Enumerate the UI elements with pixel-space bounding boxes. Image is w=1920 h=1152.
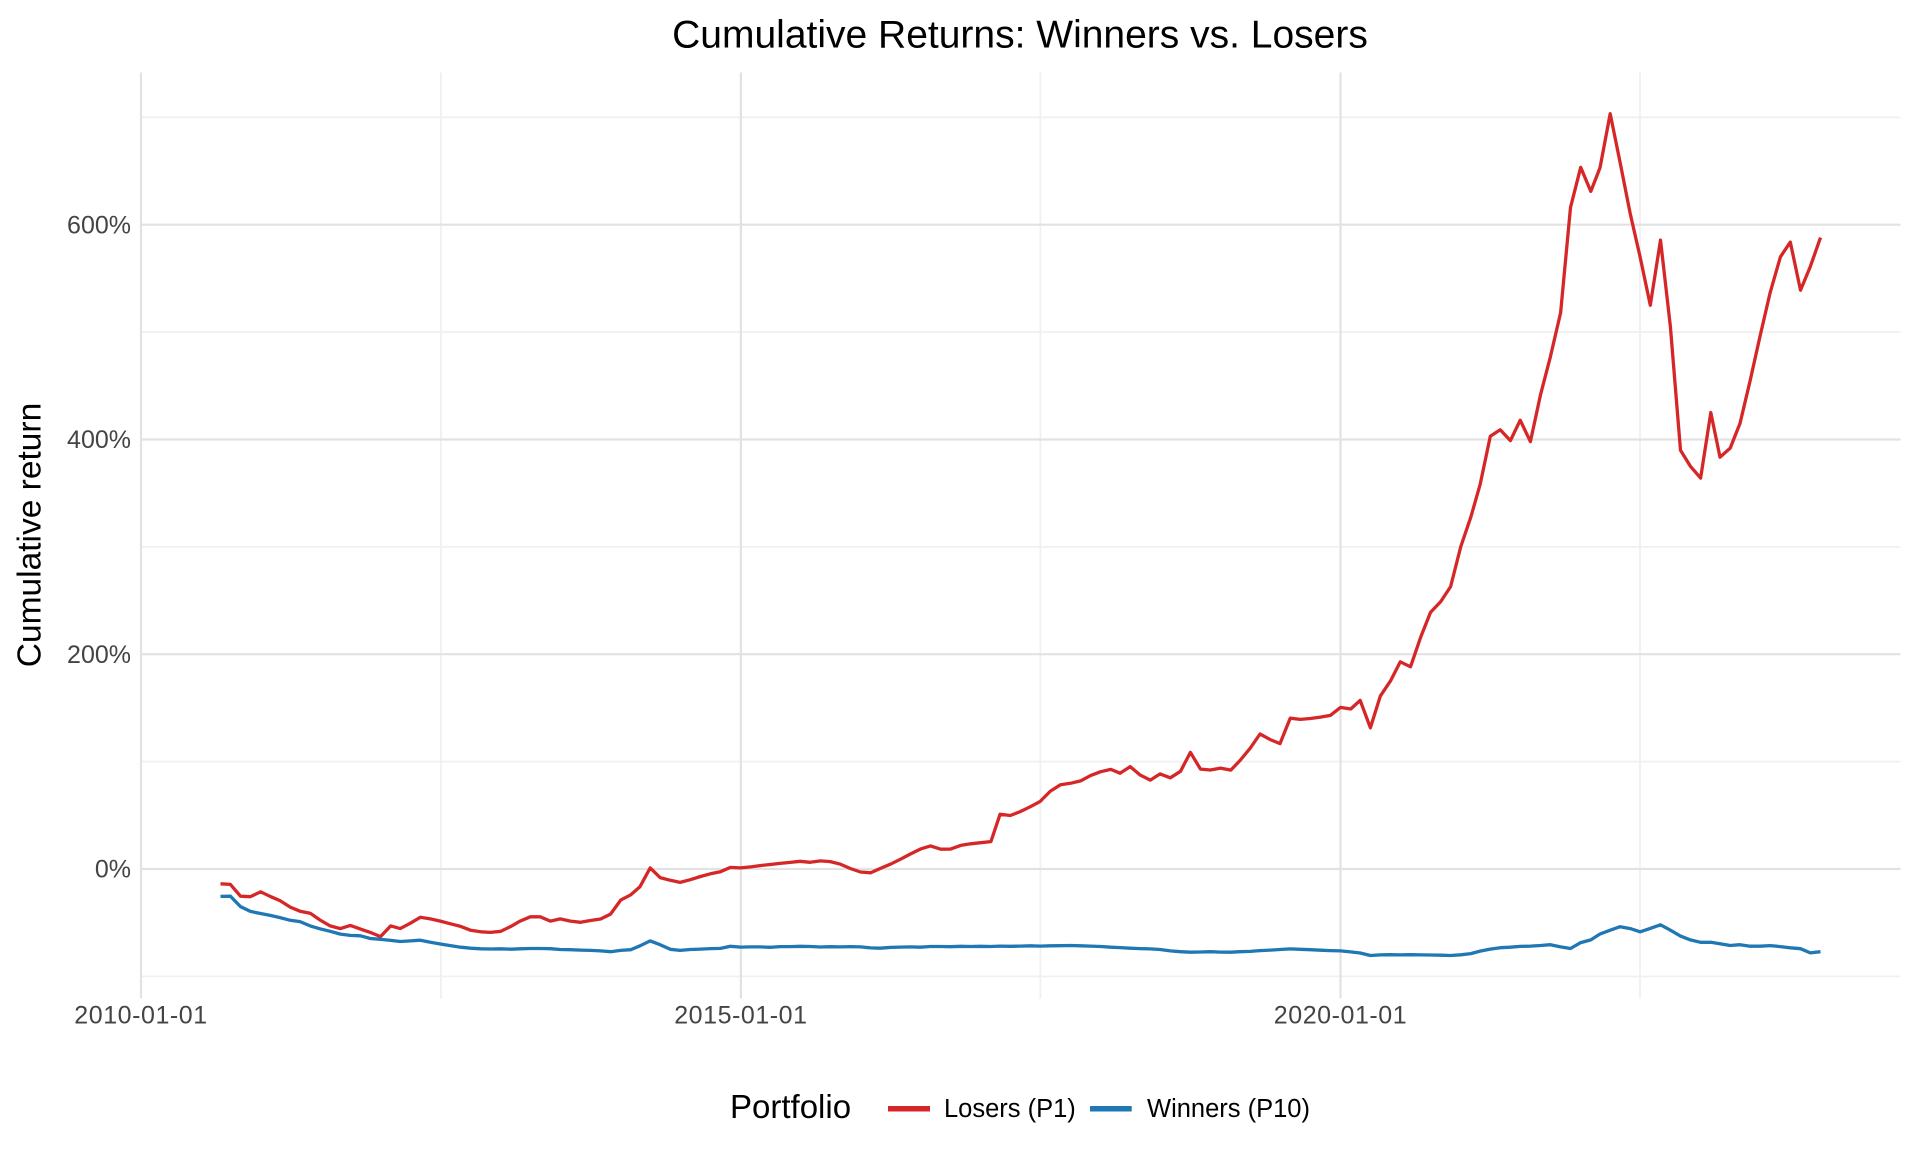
svg-text:2010-01-01: 2010-01-01 (74, 1002, 207, 1030)
svg-text:400%: 400% (67, 426, 131, 454)
svg-text:200%: 200% (67, 641, 131, 669)
svg-text:Losers (P1): Losers (P1) (944, 1095, 1076, 1123)
svg-text:Cumulative return: Cumulative return (12, 403, 49, 667)
svg-text:2020-01-01: 2020-01-01 (1274, 1002, 1407, 1030)
svg-text:2015-01-01: 2015-01-01 (674, 1002, 807, 1030)
svg-text:Winners (P10): Winners (P10) (1147, 1095, 1310, 1123)
svg-text:Cumulative Returns: Winners vs: Cumulative Returns: Winners vs. Losers (672, 14, 1368, 57)
svg-text:Portfolio: Portfolio (730, 1088, 851, 1125)
svg-text:600%: 600% (67, 211, 131, 239)
svg-text:0%: 0% (95, 856, 131, 884)
